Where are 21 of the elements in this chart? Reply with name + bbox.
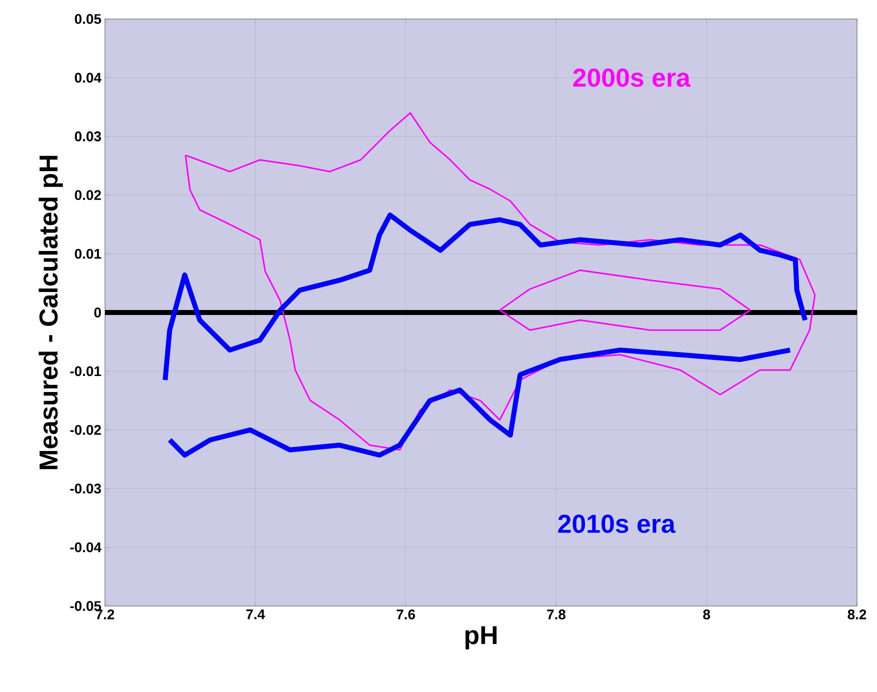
y-tick-label: -0.03 bbox=[70, 484, 101, 494]
y-tick-label: -0.05 bbox=[70, 601, 102, 611]
text: 2000s era bbox=[573, 68, 691, 87]
y-tick-label: -0.01 bbox=[70, 366, 102, 376]
x-tick-label: 7.6 bbox=[396, 610, 415, 620]
y-tick-label: -0.04 bbox=[70, 542, 102, 552]
x-tick-label: 7.4 bbox=[246, 610, 266, 620]
y-axis-title: Measured - Calculated pH bbox=[38, 156, 63, 470]
y-tick-label: 0.05 bbox=[74, 14, 102, 24]
text: 2010s era bbox=[558, 514, 676, 533]
y-tick-label: 0.01 bbox=[74, 248, 102, 259]
y-tick-label: 0 bbox=[94, 308, 101, 318]
y-tick-label: -0.02 bbox=[70, 424, 101, 435]
y-tick-label: 0.02 bbox=[74, 190, 101, 200]
x-tick-label: 7.2 bbox=[96, 610, 114, 620]
x-axis-title: pH bbox=[465, 626, 497, 650]
x-tick-label: 8 bbox=[703, 610, 710, 620]
x-tick-label: 8.2 bbox=[848, 610, 866, 620]
y-tick-label: 0.04 bbox=[74, 72, 102, 83]
x-tick-label: 7.8 bbox=[547, 610, 566, 620]
y-tick-label: 0.03 bbox=[74, 131, 101, 142]
